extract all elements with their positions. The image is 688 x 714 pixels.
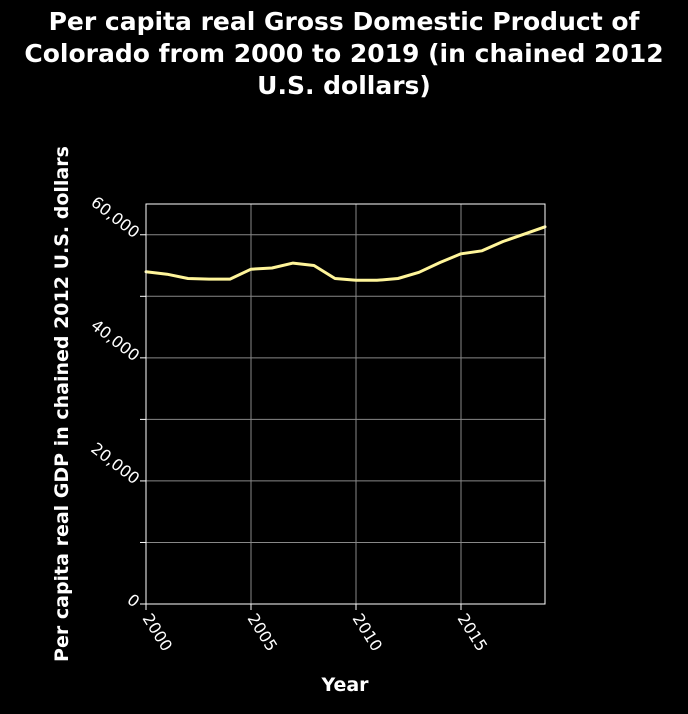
x-tick-label: 2005: [244, 610, 282, 655]
y-tick-label: 20,000: [87, 439, 143, 488]
chart-title-line-3: U.S. dollars): [257, 71, 431, 100]
chart-title-line-2: Colorado from 2000 to 2019 (in chained 2…: [24, 39, 663, 68]
grid: [145, 204, 545, 605]
tick-labels: 2000 2005 2010 2015 0 20,000 40,000 60,000: [87, 192, 491, 654]
series-line: [144, 225, 547, 282]
x-tick-label: 2000: [139, 610, 177, 655]
x-tick-label: 2010: [349, 610, 387, 655]
x-tick-label: 2015: [454, 610, 492, 655]
plot-frame: [145, 203, 546, 605]
y-tick-label: 60,000: [87, 192, 143, 241]
axis-ticks: [140, 234, 462, 610]
x-axis-title: Year: [320, 674, 369, 696]
y-tick-label: 0: [124, 590, 144, 611]
y-tick-label: 40,000: [87, 316, 143, 365]
series-layer: [144, 225, 547, 282]
chart-title-line-1: Per capita real Gross Domestic Product o…: [49, 7, 641, 36]
chart-title: Per capita real Gross Domestic Product o…: [24, 7, 663, 100]
y-axis-title: Per capita real GDP in chained 2012 U.S.…: [51, 146, 73, 662]
